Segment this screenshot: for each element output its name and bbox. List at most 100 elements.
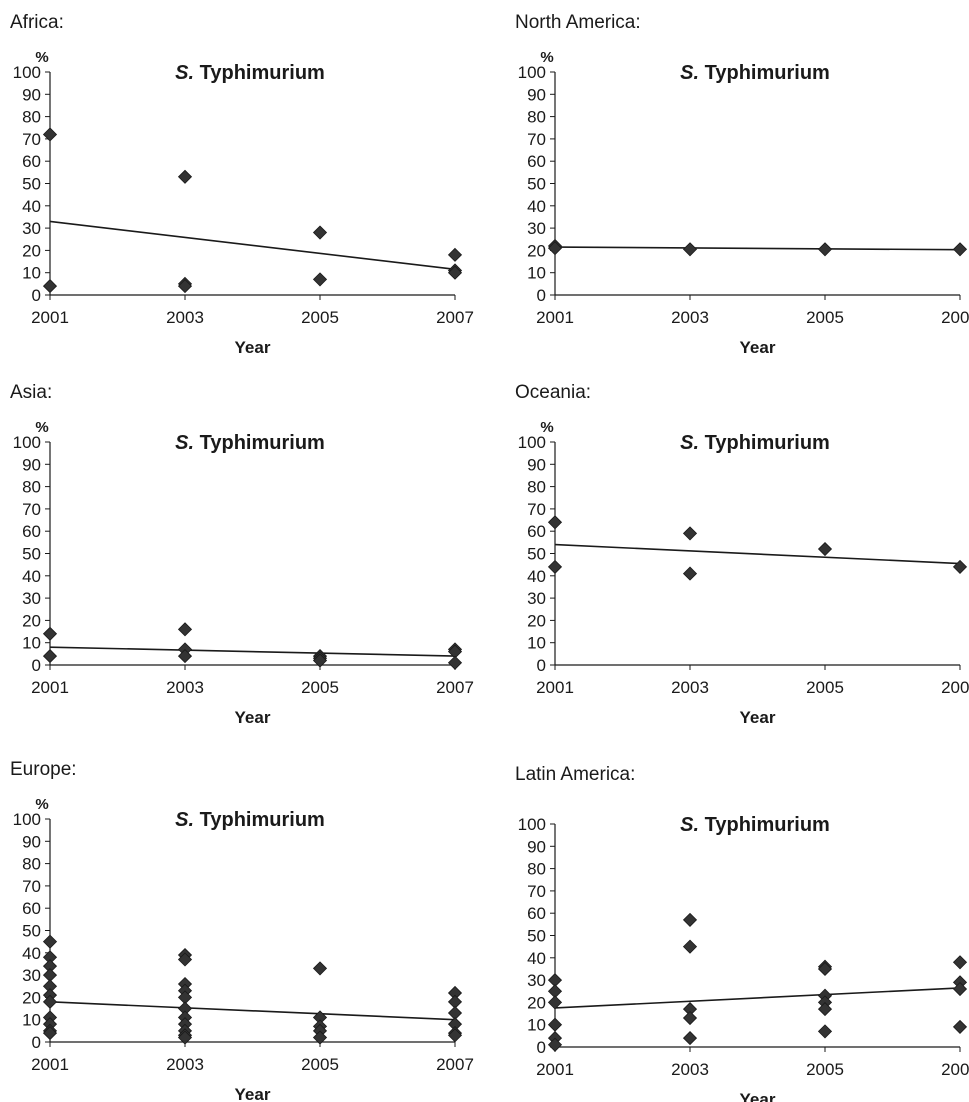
chart-title: S. Typhimurium [175, 62, 325, 84]
y-tick-label: 70 [527, 500, 546, 519]
data-point [952, 1019, 968, 1034]
data-point [177, 649, 193, 664]
y-tick-label: 40 [22, 944, 41, 963]
trend-line [49, 1001, 456, 1021]
y-tick-label: 0 [537, 1038, 546, 1057]
x-tick-label: 2001 [536, 308, 574, 327]
y-tick-label: 90 [22, 832, 41, 851]
chart-title-name: Typhimurium [194, 62, 325, 84]
y-tick-label: 50 [527, 545, 546, 564]
data-point [447, 655, 463, 670]
panel-oceania: Oceania: S. Typhimurium% 0 10 20 30 40 50 60 70 80… [515, 382, 969, 727]
data-point [817, 1002, 833, 1017]
data-point [547, 1037, 563, 1052]
data-point [547, 559, 563, 574]
y-tick-label: 40 [22, 197, 41, 216]
chart-title-italic: S. [175, 809, 194, 831]
y-tick-label: 90 [527, 455, 546, 474]
data-point [682, 242, 698, 257]
y-tick-label: 100 [518, 815, 546, 834]
y-tick-label: 80 [22, 855, 41, 874]
y-axis-label: % [35, 796, 48, 813]
region-label: North America: [515, 12, 641, 33]
y-tick-label: 0 [537, 286, 546, 305]
region-label: Africa: [10, 12, 64, 33]
data-point [952, 559, 968, 574]
x-tick-label: 2001 [536, 1060, 574, 1079]
x-axis-label: Year [740, 338, 776, 357]
y-tick-label: 60 [527, 904, 546, 923]
y-tick-label: 70 [22, 130, 41, 149]
y-tick-label: 70 [527, 882, 546, 901]
x-tick-label: 2005 [301, 1055, 339, 1074]
x-tick-label: 2007 [941, 1060, 969, 1079]
data-point [312, 272, 328, 287]
trend-line [49, 646, 456, 657]
y-tick-label: 30 [527, 219, 546, 238]
y-tick-label: 10 [527, 1016, 546, 1035]
data-point [177, 169, 193, 184]
x-tick-label: 2001 [31, 308, 69, 327]
y-tick-label: 20 [527, 993, 546, 1012]
y-tick-label: 20 [527, 241, 546, 260]
data-point [682, 566, 698, 581]
data-point [547, 995, 563, 1010]
y-tick-label: 30 [527, 971, 546, 990]
y-tick-label: 20 [22, 988, 41, 1007]
data-point [682, 1031, 698, 1046]
y-tick-label: 70 [527, 130, 546, 149]
data-point [447, 1028, 463, 1043]
y-tick-label: 50 [527, 175, 546, 194]
y-tick-label: 60 [22, 522, 41, 541]
data-point [312, 1030, 328, 1045]
x-tick-label: 2003 [166, 1055, 204, 1074]
data-point [42, 127, 58, 142]
data-point [682, 1010, 698, 1026]
panel-europe: Europe: S. Typhimurium% 0 10 20 30 40 50 60 70 80 9… [10, 759, 474, 1102]
panel-north-america: North America: S. Typhimurium% 0 10 20 30 40 50… [515, 12, 969, 357]
data-point [682, 526, 698, 541]
panel-latin-america: Latin America: S. Typhimurium 0 10 20 30 40 50 6… [515, 764, 969, 1102]
y-tick-label: 10 [22, 264, 41, 283]
data-point [42, 934, 58, 949]
y-tick-label: 30 [22, 219, 41, 238]
data-point [447, 247, 463, 262]
x-axis-label: Year [740, 708, 776, 727]
data-point [42, 279, 58, 294]
x-tick-label: 2005 [301, 678, 339, 697]
x-tick-label: 2003 [166, 678, 204, 697]
data-point [42, 649, 58, 664]
x-tick-label: 2007 [941, 308, 969, 327]
y-tick-label: 40 [527, 567, 546, 586]
data-point [817, 961, 833, 977]
data-point [952, 242, 968, 257]
y-tick-label: 0 [32, 656, 41, 675]
x-tick-label: 2003 [166, 308, 204, 327]
region-label: Oceania: [515, 382, 591, 403]
chart-title-name: Typhimurium [699, 62, 830, 84]
data-point [952, 981, 968, 997]
data-point [312, 225, 328, 240]
x-tick-label: 2007 [436, 1055, 474, 1074]
y-tick-label: 20 [22, 241, 41, 260]
y-axis-label: % [35, 419, 48, 436]
data-point [177, 1030, 193, 1045]
x-tick-label: 2007 [941, 678, 969, 697]
panel-africa: Africa: S. Typhimurium% 0 10 20 30 40 50 60 70 80 9… [10, 12, 474, 357]
y-tick-label: 80 [22, 478, 41, 497]
x-tick-label: 2005 [806, 308, 844, 327]
y-tick-label: 90 [22, 455, 41, 474]
x-tick-label: 2007 [436, 308, 474, 327]
x-tick-label: 2007 [436, 678, 474, 697]
y-tick-label: 100 [13, 433, 41, 452]
data-point [682, 912, 698, 927]
data-point [817, 541, 833, 557]
x-tick-label: 2001 [31, 1055, 69, 1074]
data-point [547, 515, 563, 530]
data-point [817, 1024, 833, 1039]
data-point [547, 1017, 563, 1032]
data-point [42, 626, 58, 641]
data-point [682, 939, 698, 954]
data-point [817, 242, 833, 257]
